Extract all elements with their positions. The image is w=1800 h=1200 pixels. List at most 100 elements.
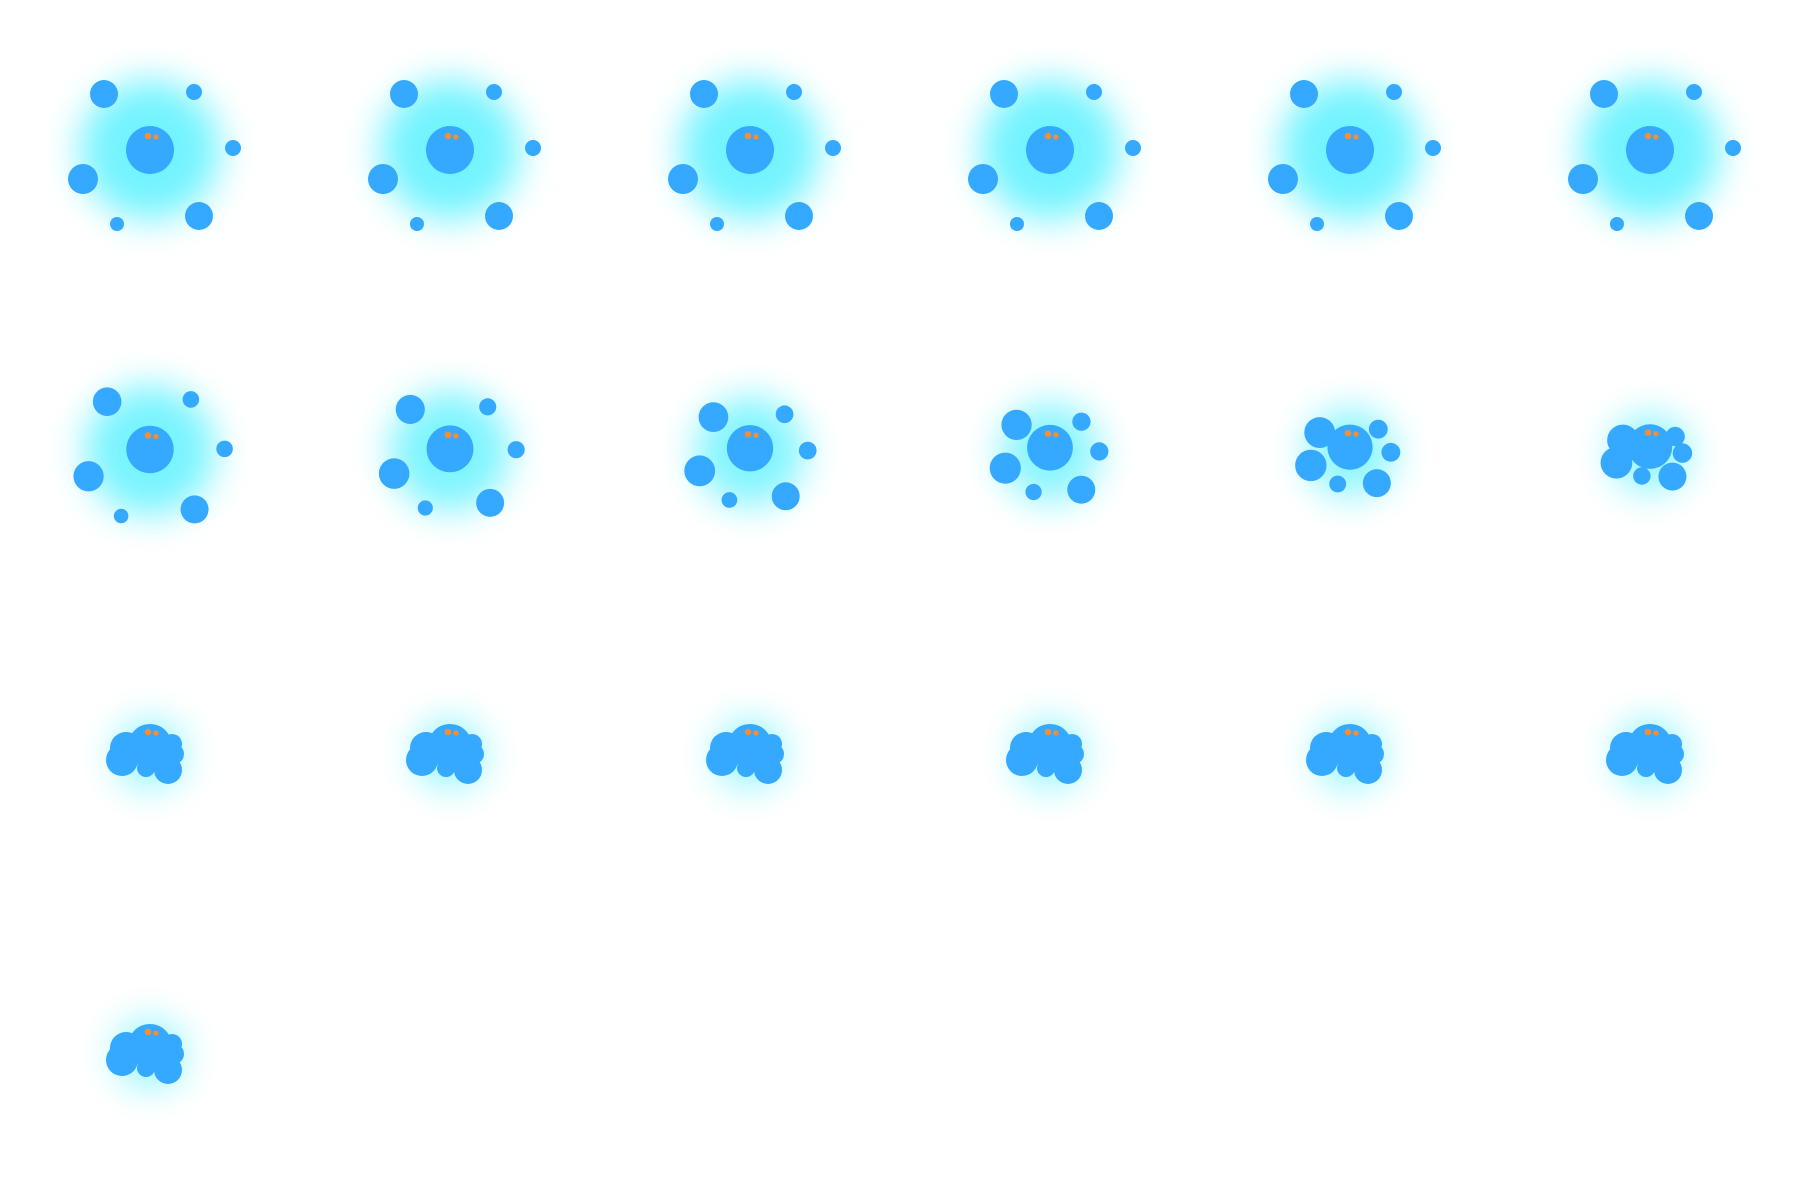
satellite-blob-icon <box>1425 140 1441 156</box>
central-blob-icon <box>126 126 174 174</box>
sprite-frame <box>900 300 1200 600</box>
sprite-frame <box>1200 0 1500 300</box>
satellite-blob-icon <box>410 217 424 231</box>
eye-icon <box>1644 728 1652 736</box>
satellite-blob-icon <box>668 164 698 194</box>
sprite-frame-canvas <box>989 402 1109 504</box>
central-blob-icon <box>726 126 774 174</box>
satellite-blob-icon <box>1295 449 1327 482</box>
central-blob-icon <box>1628 724 1672 768</box>
satellite-blob-icon <box>479 398 497 416</box>
satellite-blob-icon <box>1329 475 1347 493</box>
eye-icon <box>1053 432 1059 438</box>
satellite-blob-icon <box>216 440 233 458</box>
sprite-frame-canvas <box>106 719 185 789</box>
sprite-frame <box>600 0 900 300</box>
eye-icon <box>1353 134 1359 140</box>
satellite-blob-icon <box>225 140 241 156</box>
sprite-frame <box>300 300 600 600</box>
eye-icon <box>1353 730 1359 736</box>
sprite-frame <box>1200 300 1500 600</box>
eye-icon <box>1653 134 1659 140</box>
central-blob-icon <box>128 1024 172 1068</box>
eye-icon <box>1053 730 1059 736</box>
sprite-frame <box>300 0 600 300</box>
satellite-blob-icon <box>1290 80 1318 108</box>
eye-icon <box>744 431 752 438</box>
sprite-frame-canvas <box>406 719 485 789</box>
satellite-blob-icon <box>1633 467 1651 485</box>
satellite-blob-icon <box>1067 475 1096 504</box>
satellite-blob-icon <box>1385 202 1413 230</box>
eye-icon <box>153 134 159 140</box>
satellite-blob-icon <box>990 80 1018 108</box>
satellite-blob-icon <box>1086 84 1102 100</box>
eye-icon <box>753 432 759 438</box>
satellite-blob-icon <box>684 455 716 487</box>
eye-icon <box>753 730 759 736</box>
satellite-blob-icon <box>378 458 410 489</box>
satellite-blob-icon <box>785 202 813 230</box>
sprite-frame <box>0 300 300 600</box>
eye-icon <box>444 728 452 736</box>
central-blob-icon <box>726 425 774 472</box>
eye-icon <box>1344 132 1352 140</box>
sprite-frame <box>600 300 900 600</box>
eye-icon <box>1644 429 1652 436</box>
central-blob-icon <box>728 724 772 768</box>
satellite-blob-icon <box>825 140 841 156</box>
satellite-blob-icon <box>698 402 729 432</box>
sprite-frame-canvas <box>368 80 541 231</box>
satellite-blob-icon <box>476 488 505 517</box>
sprite-frame-canvas <box>1568 80 1741 231</box>
sprite-frame-canvas <box>706 719 785 789</box>
satellite-blob-icon <box>1658 462 1687 491</box>
eye-icon <box>444 431 452 439</box>
satellite-blob-icon <box>73 461 104 492</box>
eye-icon <box>153 1030 159 1036</box>
satellite-blob-icon <box>1590 80 1618 108</box>
eye-icon <box>144 432 152 439</box>
sprite-frame-canvas <box>106 1019 185 1089</box>
satellite-blob-icon <box>1600 446 1633 479</box>
eye-icon <box>144 728 152 736</box>
sprite-frame-canvas <box>1606 719 1685 789</box>
sprite-frame <box>1500 600 1800 900</box>
sprite-frame-canvas <box>684 396 817 511</box>
satellite-blob-icon <box>417 500 433 516</box>
eye-icon <box>1653 430 1659 437</box>
satellite-blob-icon <box>989 452 1021 484</box>
sprite-frame <box>900 0 1200 300</box>
satellite-blob-icon <box>968 164 998 194</box>
satellite-blob-icon <box>68 164 98 194</box>
satellite-blob-icon <box>485 202 513 230</box>
eye-icon <box>444 132 452 140</box>
eye-icon <box>153 433 159 440</box>
satellite-blob-icon <box>182 391 200 408</box>
satellite-blob-icon <box>368 164 398 194</box>
sprite-frame <box>0 0 300 300</box>
satellite-blob-icon <box>180 495 209 524</box>
eye-icon <box>1353 431 1359 437</box>
central-blob-icon <box>126 425 174 474</box>
eye-icon <box>1644 132 1652 140</box>
satellite-blob-icon <box>1568 164 1598 194</box>
sprite-frame-canvas <box>1268 80 1441 231</box>
eye-icon <box>1344 728 1352 736</box>
satellite-blob-icon <box>1386 84 1402 100</box>
satellite-blob-icon <box>486 84 502 100</box>
sprite-frame <box>900 600 1200 900</box>
eye-icon <box>144 132 152 140</box>
satellite-blob-icon <box>798 441 817 460</box>
satellite-blob-icon <box>721 492 738 508</box>
eye-icon <box>1044 430 1052 437</box>
satellite-blob-icon <box>690 80 718 108</box>
satellite-blob-icon <box>1368 419 1388 439</box>
satellite-blob-icon <box>1125 140 1141 156</box>
satellite-blob-icon <box>1362 469 1391 498</box>
satellite-blob-icon <box>1610 217 1624 231</box>
sprite-frame <box>600 600 900 900</box>
satellite-blob-icon <box>1085 202 1113 230</box>
sprite-frame <box>1200 600 1500 900</box>
satellite-blob-icon <box>1310 217 1324 231</box>
